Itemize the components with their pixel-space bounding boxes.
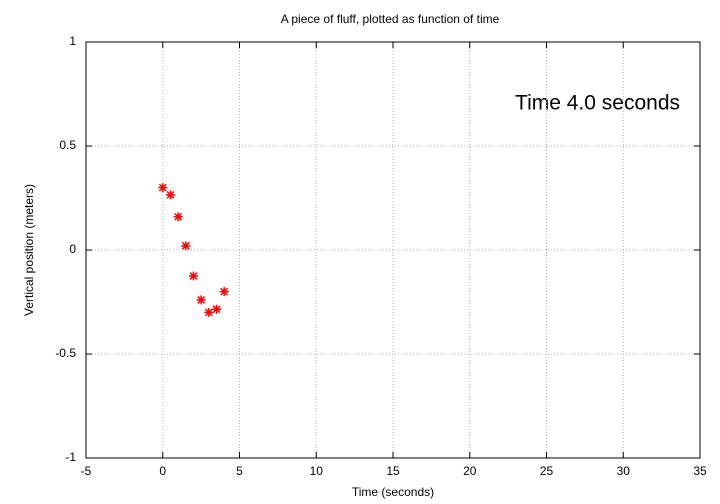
point — [211, 304, 221, 314]
x-tick-label: 30 — [617, 464, 631, 478]
x-axis-label: Time (seconds) — [352, 485, 434, 499]
x-tick-label: 5 — [236, 464, 243, 478]
x-tick-label: 0 — [159, 464, 166, 478]
point — [204, 307, 214, 317]
y-tick-label: 0 — [69, 242, 76, 256]
plot-frame — [85, 41, 701, 459]
annotation: Time 4.0 seconds — [515, 92, 680, 115]
x-tick-label: 25 — [540, 464, 554, 478]
point — [188, 271, 198, 281]
point — [181, 241, 191, 251]
x-tick-label: -5 — [81, 464, 92, 478]
x-tick-label: 35 — [693, 464, 707, 478]
x-tick-label: 10 — [310, 464, 324, 478]
chart-title: A piece of fluff, plotted as function of… — [281, 12, 500, 26]
x-tick-label: 15 — [386, 464, 400, 478]
y-axis-label: Vertical position (meters) — [22, 184, 36, 316]
y-tick-label: -1 — [65, 450, 76, 464]
x-tick-label: 20 — [463, 464, 477, 478]
point — [196, 295, 206, 305]
y-tick-label: 1 — [69, 34, 76, 48]
point — [219, 287, 229, 297]
point — [158, 183, 168, 193]
point — [165, 190, 175, 200]
y-tick-label: 0.5 — [59, 138, 76, 152]
point — [173, 212, 183, 222]
y-tick-label: -0.5 — [55, 346, 76, 360]
